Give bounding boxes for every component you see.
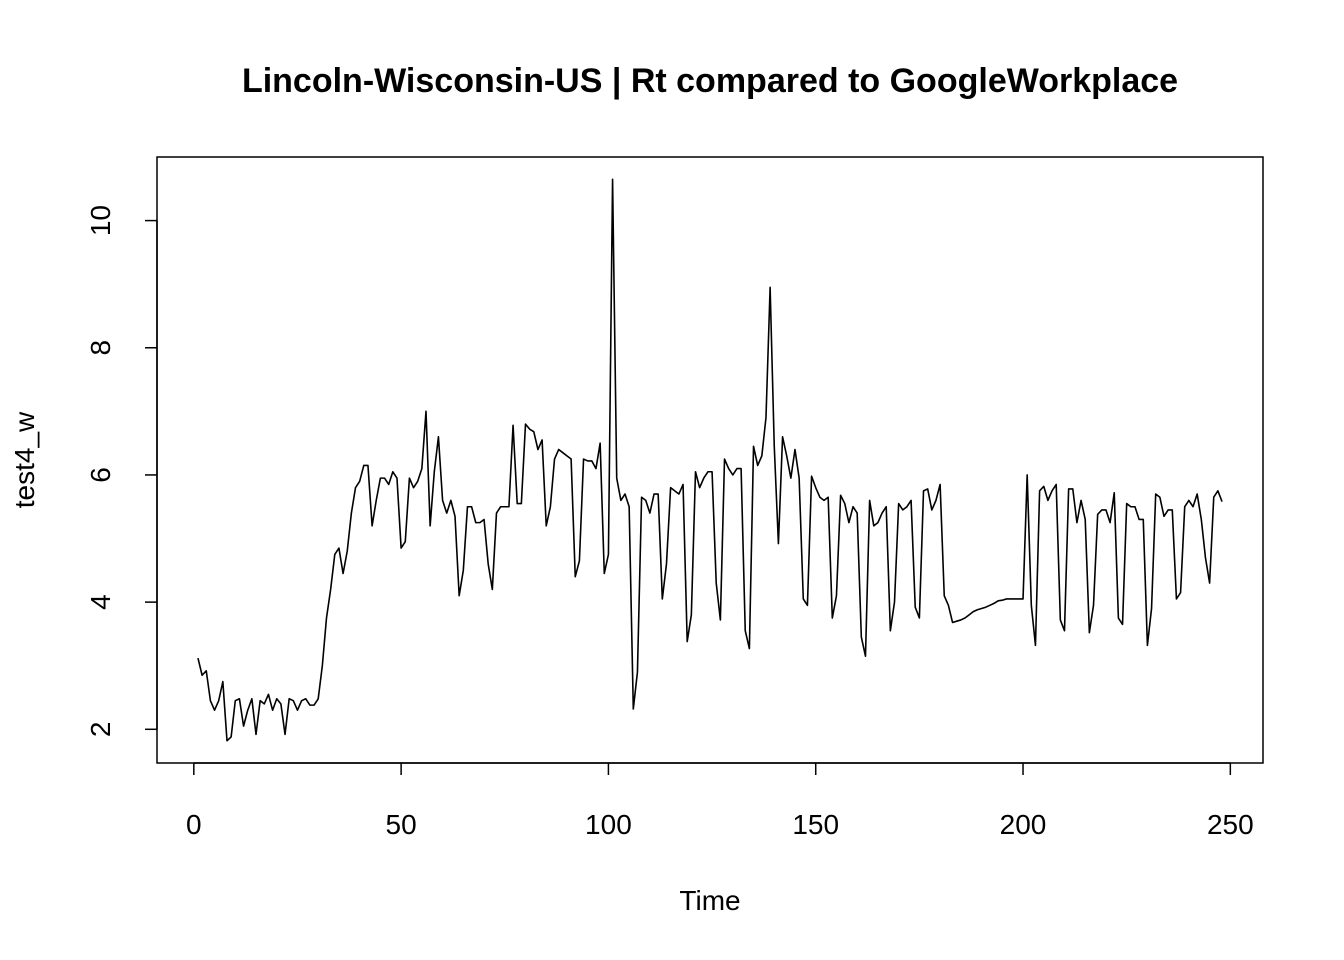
x-tick-label: 250: [1207, 809, 1254, 840]
y-tick-label: 10: [85, 205, 116, 236]
y-tick-label: 6: [85, 467, 116, 483]
data-line: [197, 178, 1223, 742]
chart-title: Lincoln-Wisconsin-US | Rt compared to Go…: [242, 62, 1178, 100]
x-tick-label: 100: [585, 809, 632, 840]
y-tick-label: 4: [85, 594, 116, 610]
y-tick-label: 2: [85, 722, 116, 738]
x-tick-label: 200: [1000, 809, 1047, 840]
x-tick-label: 0: [186, 809, 202, 840]
plot-box: [156, 156, 1264, 764]
x-tick-label: 50: [386, 809, 417, 840]
y-tick-label: 8: [85, 340, 116, 356]
x-tick-label: 150: [792, 809, 839, 840]
x-axis-label: Time: [679, 885, 740, 916]
y-axis-label: test4_w: [9, 411, 40, 508]
